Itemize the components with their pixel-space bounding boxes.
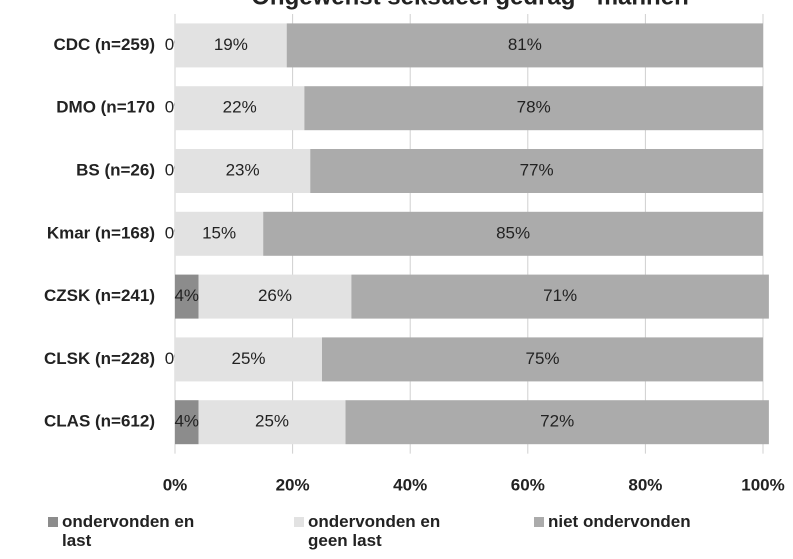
legend-label: ondervonden en last [62, 512, 195, 550]
data-label: 78% [517, 98, 551, 117]
bar-segment [322, 337, 763, 382]
x-tick-label: 60% [511, 475, 545, 494]
legend-item: ondervonden en geen last [294, 512, 458, 550]
legend-item: ondervonden en last [48, 512, 212, 550]
bar-segment [263, 211, 763, 256]
data-label: 72% [540, 412, 574, 431]
data-label: 85% [496, 223, 530, 242]
y-tick-label: DMO (n=170 [56, 98, 155, 117]
legend-swatch [294, 517, 304, 527]
bar-segment [175, 86, 305, 131]
y-tick-label: BS (n=26) [76, 160, 155, 179]
legend-swatch [534, 517, 544, 527]
y-tick-label: Kmar (n=168) [47, 223, 155, 242]
data-label: 71% [543, 286, 577, 305]
data-label: 81% [508, 35, 542, 54]
bar-segment [198, 400, 346, 445]
x-tick-label: 0% [163, 475, 188, 494]
y-tick-label: CZSK (n=241) [44, 286, 155, 305]
chart: Ongewenst seksueel gedrag - mannen 0% 20%… [44, 0, 785, 494]
data-label: 15% [202, 223, 236, 242]
data-label: 4% [174, 412, 199, 431]
legend: ondervonden en last ondervonden en geen l… [0, 512, 793, 559]
bar-segment [175, 23, 287, 68]
bar-segment [198, 274, 352, 319]
x-tick-label: 80% [628, 475, 662, 494]
x-tick-label: 20% [276, 475, 310, 494]
data-label: 25% [255, 412, 289, 431]
x-tick-label: 40% [393, 475, 427, 494]
y-tick-label: CDC (n=259) [53, 35, 155, 54]
bar-segment [310, 149, 763, 193]
bar-segment [351, 274, 769, 319]
chart-title: Ongewenst seksueel gedrag - mannen [251, 0, 688, 10]
bar-segment [304, 86, 763, 131]
data-label: 19% [214, 35, 248, 54]
x-tick-label: 100% [741, 475, 784, 494]
data-label: 25% [231, 349, 265, 368]
legend-swatch [48, 517, 58, 527]
bar-segment [175, 149, 311, 193]
data-label: 4% [174, 286, 199, 305]
legend-label: niet ondervonden [548, 512, 691, 531]
y-tick-label: CLAS (n=612) [44, 412, 155, 431]
bar-segment [175, 211, 264, 256]
bar-segment [175, 337, 322, 382]
legend-label: ondervonden en geen last [308, 512, 441, 550]
bar-segment [345, 400, 769, 445]
data-label: 75% [525, 349, 559, 368]
bar-segment [175, 400, 199, 445]
y-tick-label: CLSK (n=228) [44, 349, 155, 368]
bar-segment [286, 23, 763, 68]
data-label: 26% [258, 286, 292, 305]
data-label: 23% [226, 160, 260, 179]
data-label: 22% [223, 98, 257, 117]
data-label: 77% [520, 160, 554, 179]
legend-item: niet ondervonden [534, 512, 698, 531]
bar-segment [175, 274, 199, 319]
